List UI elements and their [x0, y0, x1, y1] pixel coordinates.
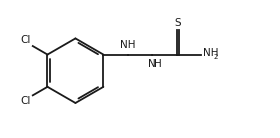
Text: Cl: Cl [20, 96, 31, 106]
Text: 2: 2 [213, 54, 218, 60]
Text: N: N [148, 59, 156, 69]
Text: NH: NH [203, 48, 218, 58]
Text: S: S [175, 18, 181, 28]
Text: Cl: Cl [20, 35, 31, 45]
Text: NH: NH [120, 40, 136, 50]
Text: H: H [154, 59, 162, 69]
